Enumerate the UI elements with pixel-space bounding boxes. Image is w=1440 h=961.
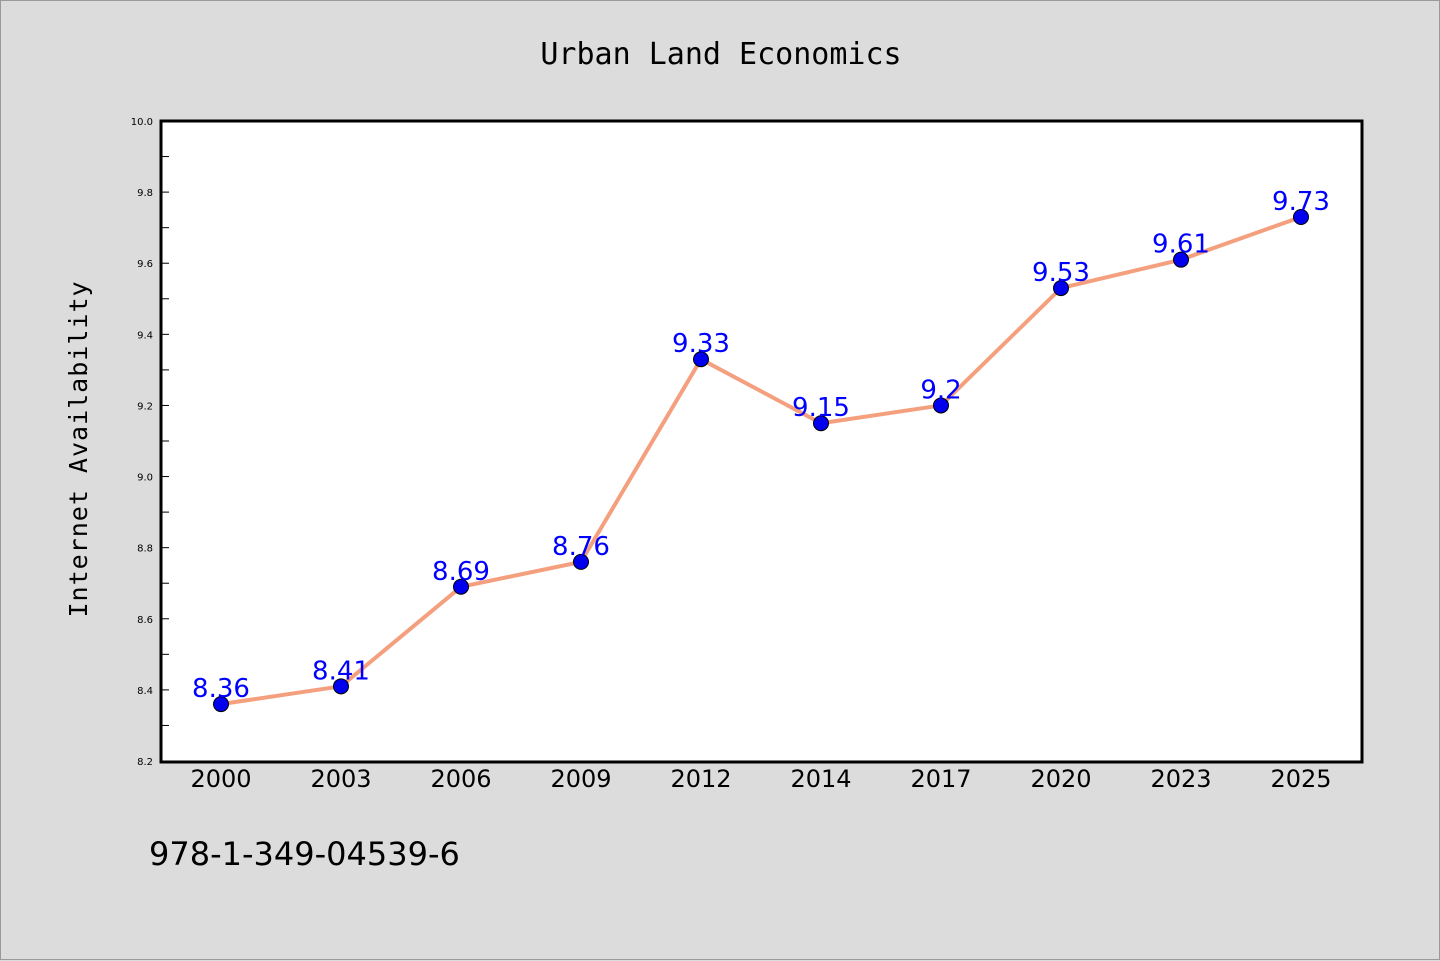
- data-label: 9.61: [1152, 230, 1210, 260]
- x-tick-label: 2009: [550, 765, 611, 793]
- x-tick-label: 2020: [1030, 765, 1091, 793]
- x-tick-label: 2012: [670, 765, 731, 793]
- x-axis: 2000 2003 2006 2009 2012 2014 2017 2020 2023 2025: [190, 765, 1331, 793]
- chart-title: Urban Land Economics: [540, 37, 901, 72]
- data-label: 9.15: [792, 393, 850, 423]
- data-point: [693, 351, 709, 368]
- x-tick-label: 2014: [790, 765, 851, 793]
- x-tick-label: 2025: [1270, 765, 1331, 793]
- data-point: [1293, 209, 1309, 225]
- data-label: 9.73: [1272, 187, 1330, 217]
- y-tick-label: 8.2: [137, 757, 153, 768]
- data-point: [333, 678, 349, 695]
- data-label: 8.76: [552, 532, 610, 562]
- y-tick-label: 9.6: [137, 259, 153, 270]
- data-label: 9.33: [672, 329, 730, 359]
- y-axis-label: Internet Availability: [64, 280, 93, 617]
- data-point: [1173, 251, 1189, 268]
- data-point: [933, 397, 949, 414]
- data-label: 8.36: [192, 674, 250, 704]
- plot-area: [159, 119, 1364, 764]
- x-tick-label: 2023: [1150, 765, 1211, 793]
- x-tick-label: 2003: [310, 765, 371, 793]
- data-point: [1053, 280, 1069, 297]
- data-label: 9.53: [1032, 258, 1090, 288]
- isbn-text: 978-1-349-04539-6: [149, 835, 460, 873]
- series-layer: 8.36 8.41 8.69 8.76 9.33 9.15 9.2 9.53 9.61 9.73: [192, 187, 1330, 713]
- data-point: [213, 696, 229, 713]
- x-tick-label: 2006: [430, 765, 491, 793]
- y-tick-label: 8.8: [137, 544, 153, 555]
- y-tick-label: 9.4: [137, 330, 153, 341]
- data-label: 9.2: [920, 375, 961, 405]
- y-axis: 8.2 8.4 8.6 8.8 9.0 9.2 9.4 9.6 9.8 10.0: [131, 117, 169, 768]
- data-point: [573, 553, 589, 570]
- y-tick-label: 8.4: [137, 686, 153, 697]
- y-tick-label: 10.0: [131, 117, 153, 128]
- data-point: [813, 415, 829, 432]
- y-tick-label: 8.6: [137, 615, 153, 626]
- series-line: [220, 215, 1302, 707]
- y-tick-label: 9.0: [137, 473, 153, 484]
- y-tick-label: 9.8: [137, 188, 153, 199]
- x-tick-label: 2017: [910, 765, 971, 793]
- data-label: 8.41: [312, 656, 370, 686]
- x-tick-label: 2000: [190, 765, 251, 793]
- y-tick-label: 9.2: [137, 401, 153, 412]
- data-point: [453, 578, 469, 595]
- data-label: 8.69: [432, 557, 490, 587]
